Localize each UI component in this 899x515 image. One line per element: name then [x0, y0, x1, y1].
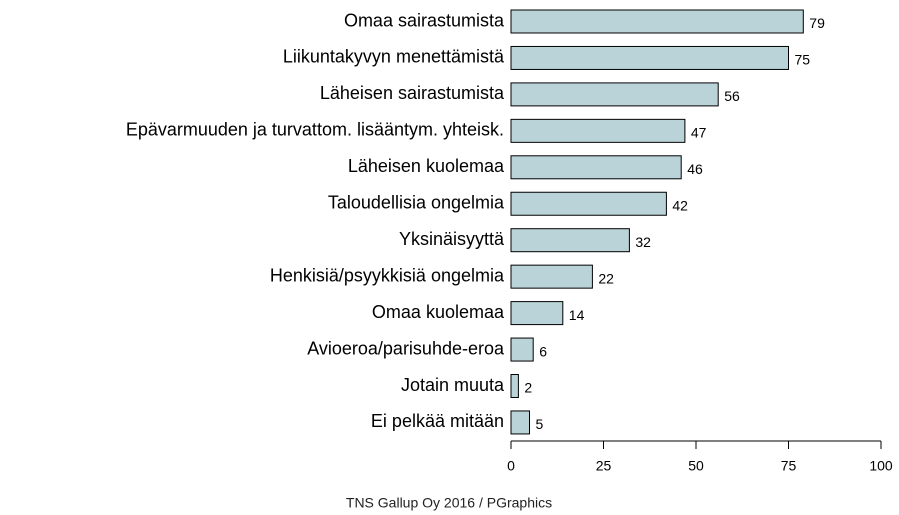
bar: [510, 264, 593, 289]
value-label: 32: [635, 234, 651, 250]
bar: [510, 82, 719, 107]
y-tick-label: Jotain muuta: [401, 375, 505, 395]
value-label: 46: [687, 161, 703, 177]
bar: [510, 9, 804, 34]
y-tick-label: Epävarmuuden ja turvattom. lisääntym. yh…: [126, 120, 504, 140]
y-tick-label: Yksinäisyyttä: [399, 229, 505, 249]
value-label: 56: [724, 88, 740, 104]
value-label: 42: [672, 197, 688, 213]
y-tick-label: Avioeroa/parisuhde-eroa: [307, 338, 505, 358]
value-label: 79: [809, 15, 825, 31]
value-label: 75: [795, 52, 811, 68]
value-label: 2: [524, 380, 532, 396]
bar: [510, 410, 530, 435]
footer: TNS Gallup Oy 2016 / PGraphics: [346, 495, 552, 511]
y-tick-label: Taloudellisia ongelmia: [328, 193, 505, 213]
x-tick-label: 50: [688, 458, 704, 474]
y-tick-label: Ei pelkää mitään: [371, 411, 504, 431]
bar: [510, 228, 630, 253]
value-label: 6: [539, 343, 547, 359]
value-label: 22: [598, 270, 614, 286]
value-label: 47: [691, 125, 707, 141]
value-label: 14: [569, 307, 585, 323]
x-tick-label: 75: [781, 458, 797, 474]
x-tick-label: 100: [869, 458, 893, 474]
bar: [510, 337, 534, 362]
y-tick-label: Läheisen kuolemaa: [348, 156, 505, 176]
bar: [510, 191, 667, 216]
y-tick-label: Läheisen sairastumista: [320, 83, 505, 103]
y-tick-label: Henkisiä/psyykkisiä ongelmia: [270, 265, 505, 285]
x-tick-label: 25: [596, 458, 612, 474]
bar: [510, 374, 519, 398]
bar: [510, 118, 686, 143]
y-tick-label: Omaa kuolemaa: [372, 302, 505, 322]
bar: [510, 301, 564, 326]
y-tick-label: Liikuntakyvyn menettämistä: [283, 47, 505, 67]
bar: [510, 155, 682, 180]
value-label: 5: [536, 416, 544, 432]
bar: [510, 45, 789, 70]
y-tick-label: Omaa sairastumista: [344, 10, 505, 30]
x-tick-label: 0: [507, 458, 515, 474]
